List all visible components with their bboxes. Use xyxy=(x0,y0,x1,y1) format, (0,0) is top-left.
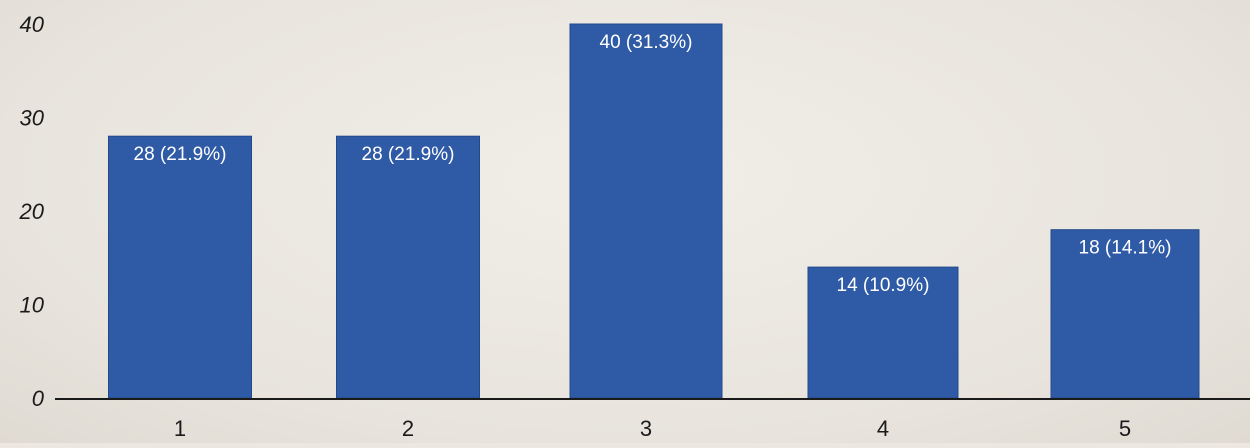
x-tick-label: 2 xyxy=(402,416,414,441)
bar-data-label: 40 (31.3%) xyxy=(600,32,693,53)
bar-data-label: 14 (10.9%) xyxy=(837,275,930,296)
x-tick-label: 3 xyxy=(640,416,652,441)
y-tick-label: 20 xyxy=(19,199,45,224)
data-labels: 28 (21.9%) 28 (21.9%) 40 (31.3%) 14 (10.9%)… xyxy=(134,32,1172,296)
y-tick-label: 30 xyxy=(20,106,45,131)
bar xyxy=(1050,229,1200,399)
y-axis: 0 10 20 30 40 xyxy=(19,12,45,411)
bar-data-label: 18 (14.1%) xyxy=(1079,238,1172,259)
x-tick-label: 1 xyxy=(174,416,186,441)
x-axis: 1 2 3 4 5 xyxy=(174,416,1131,441)
bar xyxy=(807,266,959,399)
bar xyxy=(336,135,480,399)
x-tick-label: 5 xyxy=(1119,416,1131,441)
bar xyxy=(569,23,723,399)
bar-data-label: 28 (21.9%) xyxy=(134,144,227,165)
y-tick-label: 0 xyxy=(32,386,45,411)
y-tick-label: 10 xyxy=(20,293,45,318)
bar-data-label: 28 (21.9%) xyxy=(362,144,455,165)
bar-series xyxy=(108,23,1200,399)
y-tick-label: 40 xyxy=(20,12,45,37)
bar xyxy=(108,135,252,399)
x-tick-label: 4 xyxy=(877,416,889,441)
